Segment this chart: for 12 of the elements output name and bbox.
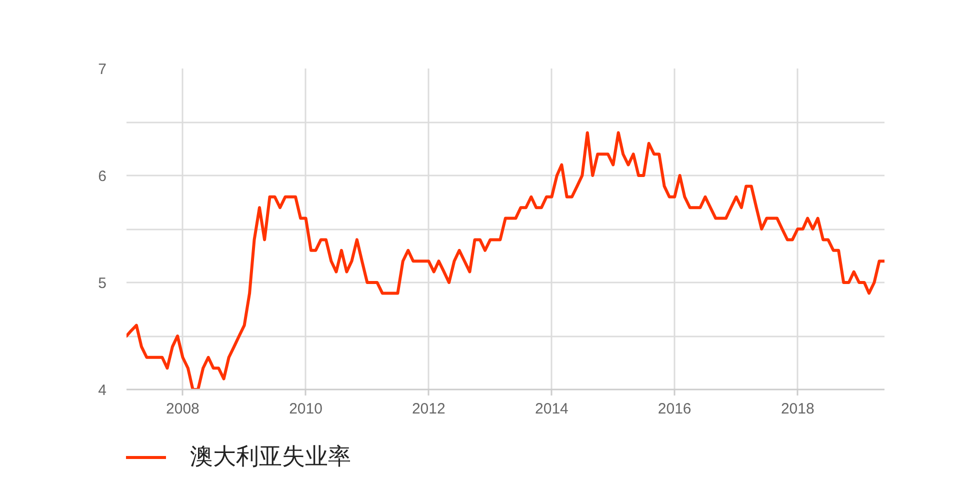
- x-tick-label: 2018: [780, 400, 814, 418]
- x-tick-label: 2010: [289, 400, 322, 418]
- legend-label: 澳大利亚失业率: [190, 443, 351, 472]
- y-tick-label: 6: [98, 168, 106, 185]
- y-tick-label: 5: [98, 275, 106, 292]
- x-tick-label: 2012: [412, 400, 446, 418]
- x-tick-label: 2014: [535, 400, 568, 418]
- x-tick-label: 2008: [166, 400, 200, 418]
- x-tick-label: 2016: [658, 400, 692, 418]
- y-tick-label: 7: [98, 61, 106, 78]
- line-series: [126, 131, 884, 390]
- y-tick-label: 4: [98, 382, 106, 399]
